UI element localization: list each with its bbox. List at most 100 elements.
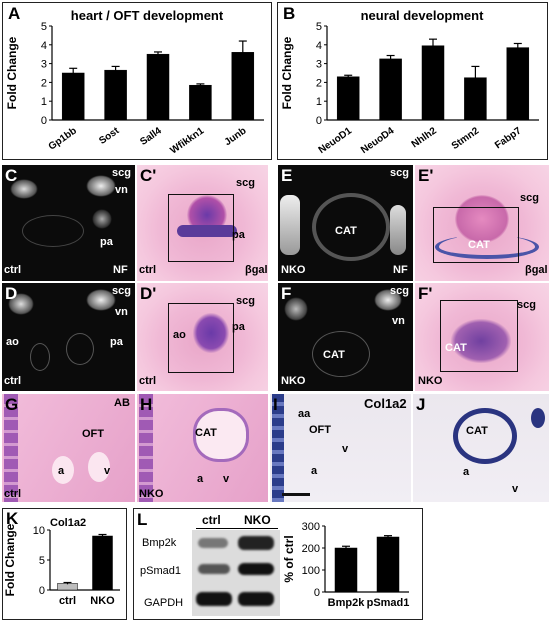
label-aa: aa (298, 408, 311, 420)
blot-row-psmad1: pSmad1 (140, 565, 181, 577)
label-a: a (197, 473, 204, 485)
label-beta-gal: βgal (245, 264, 268, 276)
label-cat: CAT (335, 225, 357, 237)
panel-label-c: C (5, 166, 18, 185)
y-tick-label: 10 (33, 525, 45, 537)
panel-l-frame (133, 508, 423, 620)
x-tick-label: Sost (97, 125, 122, 147)
chart-title: neural development (361, 8, 484, 23)
image-e (278, 165, 413, 281)
panel-label-b: B (283, 4, 296, 23)
y-axis-label: Fold Change (3, 523, 17, 596)
label-scg: scg (390, 285, 409, 297)
bar (334, 547, 358, 593)
panel-label-d: D (5, 284, 18, 303)
inset-box-d-prime (168, 303, 234, 373)
bar (57, 583, 78, 591)
label-cat: CAT (195, 427, 217, 439)
y-tick-label: 3 (316, 59, 322, 71)
label-a: a (463, 466, 470, 478)
y-tick-label: 1 (316, 96, 322, 108)
label-ao: ao (173, 329, 186, 341)
x-tick-label: Stmn2 (450, 125, 482, 152)
inset-box-f-prime (440, 300, 518, 372)
bar (336, 76, 360, 121)
panel-label-c-prime: C' (140, 166, 157, 185)
label-v: v (512, 483, 519, 495)
label-v: v (104, 465, 111, 477)
y-tick-label: 200 (302, 543, 320, 555)
chart-title: Col1a2 (50, 517, 86, 529)
image-f-prime (415, 283, 549, 391)
chart-k: Col1a2 Fold Change 0 5 10 ctrl NKO (3, 517, 120, 607)
panel-label-e: E (281, 166, 293, 185)
label-cat: CAT (445, 342, 467, 354)
label-ctrl: ctrl (4, 375, 22, 387)
image-j (413, 394, 549, 502)
image-g (2, 394, 135, 502)
y-tick-label: 2 (316, 77, 322, 89)
label-col1a2: Col1a2 (364, 396, 407, 411)
label-pa: pa (110, 336, 123, 348)
bar (146, 53, 170, 121)
image-h (137, 394, 268, 502)
label-scg: scg (236, 177, 255, 189)
panel-label-j: J (416, 395, 426, 414)
label-ab: AB (114, 397, 130, 409)
blot-underline (196, 528, 278, 529)
panel-a-frame (2, 2, 272, 160)
panel-k-frame (2, 508, 127, 620)
bar (61, 72, 85, 121)
panel-label-a: A (8, 4, 21, 23)
y-axis-label: % of ctrl (282, 535, 296, 582)
image-d-prime (137, 283, 268, 391)
panel-label-e-prime: E' (418, 166, 434, 185)
x-tick-label: pSmad1 (367, 597, 410, 609)
label-pa: pa (100, 236, 113, 248)
chart-a: heart / OFT development Fold Change 0 1 2 3 4 5… (5, 8, 264, 156)
image-d (2, 283, 135, 391)
y-tick-label: 4 (41, 40, 47, 52)
chart-l: % of ctrl 0 100 200 300 Bmp2k pSmad1 (282, 521, 410, 609)
label-scg: scg (520, 192, 539, 204)
bar (379, 58, 402, 121)
label-nko: NKO (281, 264, 306, 276)
y-tick-label: 2 (41, 77, 47, 89)
label-scg: scg (390, 167, 409, 179)
y-tick-label: 5 (39, 555, 45, 567)
inset-box-c-prime (168, 194, 234, 262)
x-tick-label: Gp1bb (47, 125, 79, 152)
label-v: v (223, 473, 230, 485)
label-ctrl: ctrl (4, 488, 22, 500)
panel-label-f: F (281, 284, 292, 303)
x-tick-label: ctrl (59, 595, 76, 607)
panel-label-f-prime: F' (418, 284, 433, 303)
label-vn: vn (115, 306, 128, 318)
x-tick-label: Nhlh2 (410, 125, 439, 150)
label-cat: CAT (468, 239, 490, 251)
label-ctrl: ctrl (139, 375, 157, 387)
panel-b-frame (277, 2, 548, 160)
label-pa: pa (232, 321, 245, 333)
label-a: a (311, 465, 318, 477)
x-tick-label: Sall4 (138, 125, 164, 148)
bar (92, 535, 113, 591)
x-tick-label: Wfikkn1 (168, 125, 206, 156)
label-a: a (58, 465, 65, 477)
image-i (270, 394, 411, 502)
blot-row-gapdh: GAPDH (144, 597, 184, 609)
blot-row-bmp2k: Bmp2k (142, 537, 177, 549)
label-cat: CAT (323, 349, 345, 361)
y-tick-label: 0 (41, 115, 47, 127)
x-tick-label: Bmp2k (328, 597, 366, 609)
chart-b: neural development Fold Change 0 1 2 3 4 5 NeuoD… (280, 8, 539, 156)
label-v: v (342, 443, 349, 455)
panel-label-g: G (5, 395, 19, 414)
y-tick-label: 1 (41, 96, 47, 108)
label-nko: NKO (139, 488, 164, 500)
panel-label-d-prime: D' (140, 284, 157, 303)
panel-label-h: H (140, 395, 153, 414)
label-nko: NKO (418, 375, 443, 387)
panel-label-k: K (6, 509, 19, 528)
y-axis-label: Fold Change (5, 36, 19, 109)
